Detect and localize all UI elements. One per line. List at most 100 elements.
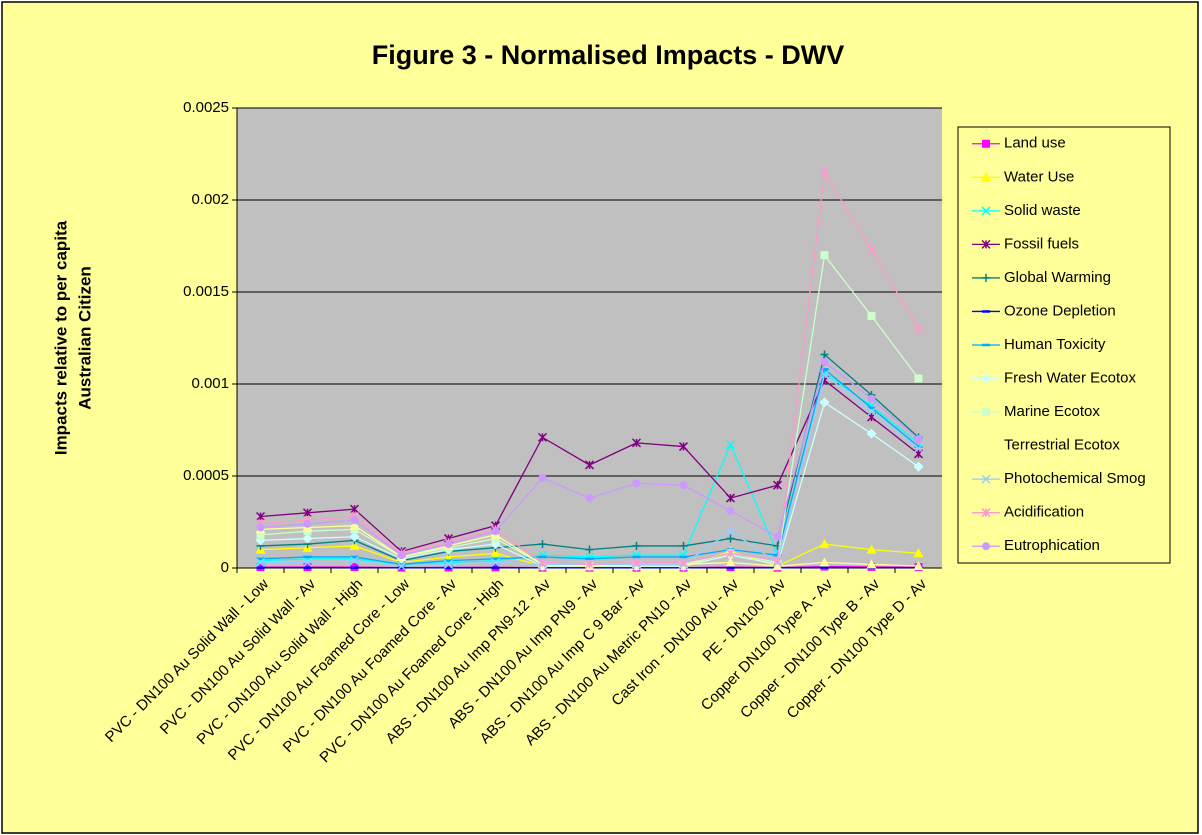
legend-marker [982,408,990,417]
data-point [444,540,453,549]
y-tick-label: 0.0005 [183,467,229,484]
data-point [819,397,830,408]
data-point [678,557,689,568]
data-point [349,531,360,542]
data-point [866,245,877,255]
legend-marker [981,206,991,216]
data-point [914,374,923,383]
legend-label: Global Warming [1004,269,1111,286]
legend-marker [981,172,991,182]
data-point [679,481,688,490]
data-point [820,251,829,260]
data-point [725,440,736,450]
y-tick-label: 0 [221,559,229,576]
data-point [726,506,735,515]
data-point [725,526,736,536]
data-point [490,548,501,558]
data-point [255,511,266,522]
data-point [585,494,594,503]
data-point [725,557,736,567]
data-point [491,527,500,536]
data-point [584,460,595,470]
data-point [772,480,783,490]
data-point [913,461,924,472]
data-point [537,432,548,442]
data-point [632,541,641,550]
data-point [632,479,641,488]
legend-marker [982,542,990,551]
y-axis-title: Australian Citizen [75,266,94,410]
data-point [256,530,265,539]
legend-marker [981,373,991,384]
data-point [349,520,360,530]
data-point [538,473,547,482]
y-tick-label: 0.0015 [183,283,229,300]
data-point [725,493,736,503]
legend-label: Water Use [1004,168,1074,185]
data-point [867,311,876,320]
y-tick-label: 0.001 [191,375,229,392]
data-point [772,556,783,566]
legend-label: Human Toxicity [1004,336,1106,353]
data-point [913,324,924,334]
data-point [490,557,501,568]
y-tick-label: 0.002 [191,191,229,208]
data-point [443,551,454,561]
data-point [819,557,830,567]
data-point [866,544,877,554]
data-point [726,534,735,543]
data-point [256,523,265,532]
data-point [349,504,360,514]
data-point [631,557,642,568]
data-point [631,438,642,448]
data-point [396,561,407,571]
legend-label: Solid waste [1004,202,1081,219]
data-point [866,407,877,417]
data-point [913,548,924,558]
data-point [914,435,923,444]
data-point [350,516,359,525]
legend-marker [981,440,991,450]
data-point [397,551,406,560]
legend-label: Acidification [1004,504,1084,521]
data-point [678,442,689,452]
chart-title: Figure 3 - Normalised Impacts - DWV [372,40,845,70]
legend-marker [981,474,991,484]
data-point [772,561,783,571]
legend-marker [982,273,990,282]
data-point [820,350,829,359]
legend-label: Ozone Depletion [1004,302,1116,319]
data-point [679,541,688,550]
legend-label: Eutrophication [1004,537,1100,554]
legend-label: Fossil fuels [1004,235,1079,252]
data-point [537,557,548,568]
data-point [867,394,876,403]
plot-area [237,108,942,568]
legend-marker [981,239,991,249]
legend-label: Terrestrial Ecotox [1004,437,1120,454]
data-point [866,428,877,439]
data-point [302,533,313,544]
data-point [819,167,830,177]
data-point [349,540,360,550]
data-point [538,540,547,549]
legend-marker [981,508,991,518]
data-point [866,559,877,569]
y-axis-title: Impacts relative to per capita [51,220,70,455]
data-point [585,545,594,554]
data-point [773,532,782,541]
y-tick-label: 0.0025 [183,99,229,116]
data-point [819,539,830,549]
legend-label: Fresh Water Ecotox [1004,370,1136,387]
data-point [584,559,595,569]
data-point [725,548,736,558]
legend-label: Photochemical Smog [1004,470,1146,487]
legend-marker [982,139,990,148]
data-point [913,561,924,571]
data-point [303,519,312,528]
data-point [302,557,313,568]
data-point [913,443,924,453]
data-point [349,556,360,566]
legend-label: Land use [1004,135,1066,152]
